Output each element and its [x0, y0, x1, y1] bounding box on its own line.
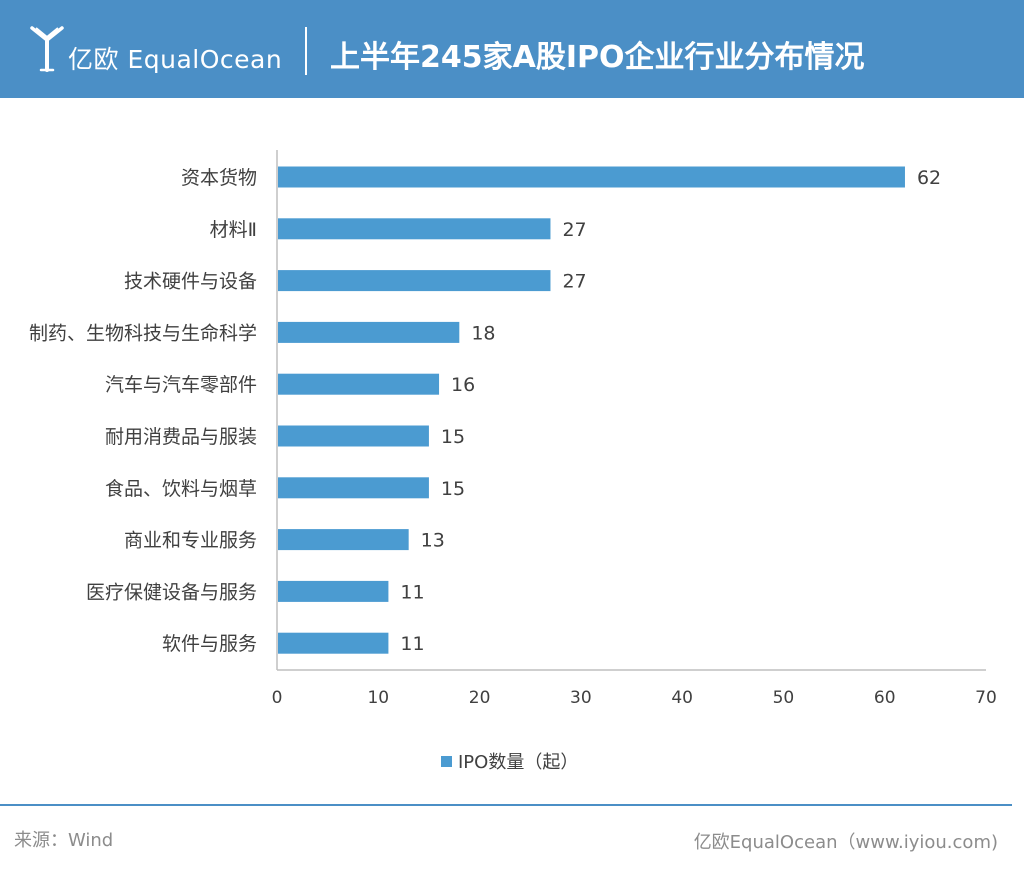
bar [278, 166, 905, 188]
legend-label: IPO数量（起） [458, 752, 578, 773]
category-label: 食品、饮料与烟草 [105, 478, 257, 500]
header-banner: 亿欧 EqualOcean 上半年245家A股IPO企业行业分布情况 [0, 0, 1024, 98]
legend-swatch [441, 756, 452, 767]
bar [278, 270, 551, 292]
data-label: 27 [562, 271, 586, 293]
credit-note: 亿欧EqualOcean（www.iyiou.com) [693, 832, 998, 853]
x-tick-label: 60 [874, 688, 896, 708]
bar [278, 373, 440, 395]
x-tick-label: 0 [272, 688, 283, 708]
category-label: 耐用消费品与服装 [105, 426, 257, 448]
category-label: 技术硬件与设备 [124, 271, 257, 293]
category-label: 商业和专业服务 [124, 530, 257, 552]
header-divider [305, 27, 307, 75]
x-tick-label: 30 [570, 688, 592, 708]
equalocean-logo-icon [30, 26, 64, 72]
bar [278, 425, 429, 447]
x-tick-label: 10 [367, 688, 389, 708]
x-tick-label: 70 [975, 688, 997, 708]
data-label: 11 [400, 633, 424, 655]
bar [278, 632, 389, 654]
data-label: 13 [421, 530, 445, 552]
footer-divider [0, 804, 1012, 806]
category-label: 医疗保健设备与服务 [86, 581, 257, 603]
bar [278, 477, 429, 499]
data-label: 15 [441, 426, 465, 448]
category-label: 资本货物 [181, 167, 257, 189]
category-label: 制药、生物科技与生命科学 [29, 322, 257, 344]
brand-name: 亿欧 EqualOcean [68, 45, 283, 74]
category-label: 软件与服务 [162, 633, 257, 655]
data-label: 62 [917, 167, 941, 189]
bar-chart: 0 10 20 30 40 50 60 70 资本货物 62 材料Ⅱ 27 技术硬件与设备 27 制药、生物… [29, 150, 997, 773]
data-label: 16 [451, 374, 475, 396]
data-label: 11 [400, 581, 424, 603]
data-label: 15 [441, 478, 465, 500]
category-label: 汽车与汽车零部件 [105, 374, 257, 396]
bar [278, 321, 460, 343]
x-tick-label: 50 [773, 688, 795, 708]
bar [278, 580, 389, 602]
chart-title: 上半年245家A股IPO企业行业分布情况 [330, 40, 865, 75]
x-tick-label: 20 [469, 688, 491, 708]
bar [278, 529, 409, 551]
source-note: 来源：Wind [14, 830, 114, 851]
category-label: 材料Ⅱ [210, 219, 257, 241]
x-tick-label: 40 [671, 688, 693, 708]
data-label: 27 [562, 219, 586, 241]
bar [278, 218, 551, 240]
data-label: 18 [471, 322, 495, 344]
